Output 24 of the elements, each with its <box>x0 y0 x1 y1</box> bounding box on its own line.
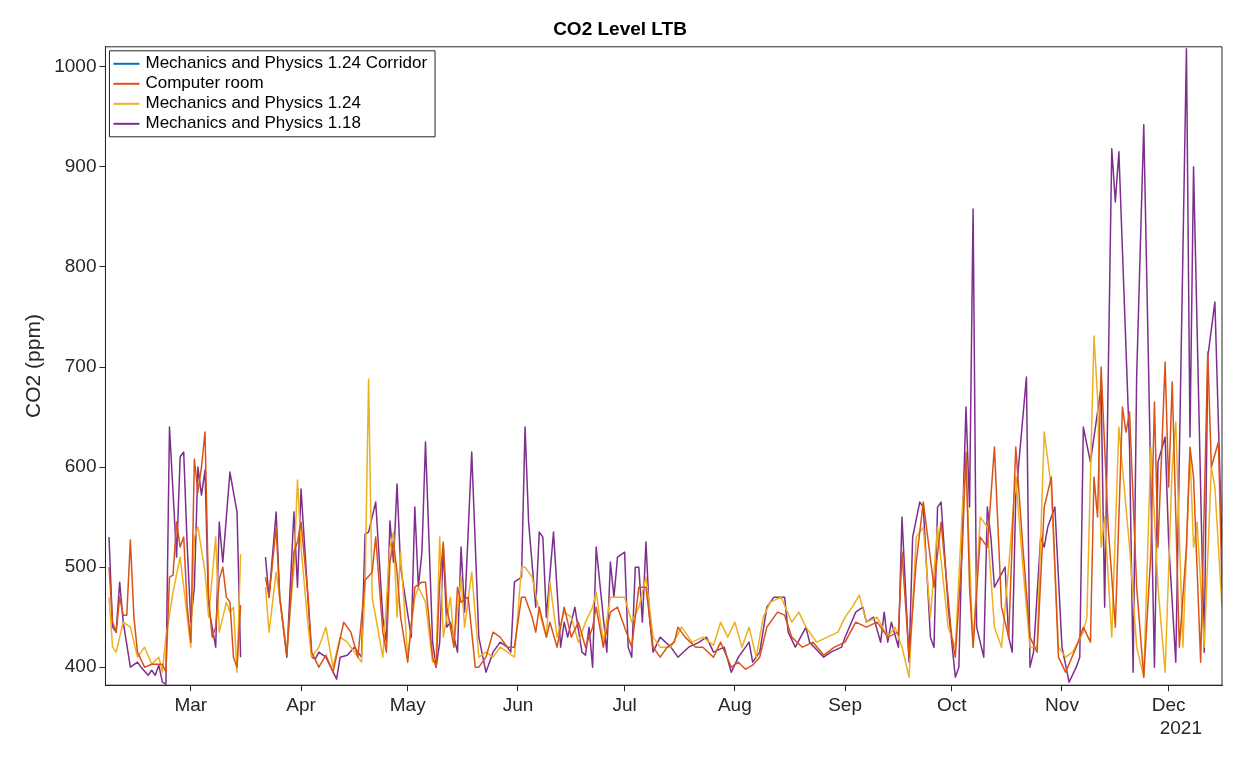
y-tick-label: 700 <box>64 355 97 377</box>
legend-label: Mechanics and Physics 1.24 <box>145 93 361 113</box>
x-tick-label: May <box>389 693 427 715</box>
x-tick-label: Aug <box>717 693 752 715</box>
legend-label: Computer room <box>145 73 264 93</box>
x-tick-label: Sep <box>828 693 862 715</box>
y-tick-label: 1000 <box>54 55 97 77</box>
x-tick-label: Jun <box>502 693 534 715</box>
y-tick-label: 900 <box>64 155 97 177</box>
x-tick-label: Jul <box>612 693 637 715</box>
x-tick-label: Nov <box>1045 693 1080 715</box>
x-tick-label: Dec <box>1151 693 1186 715</box>
y-tick-label: 800 <box>64 255 97 277</box>
x-tick-label: Apr <box>286 693 317 715</box>
legend-label: Mechanics and Physics 1.18 <box>145 113 361 133</box>
chart-title: CO2 Level LTB <box>553 17 687 39</box>
legend-label: Mechanics and Physics 1.24 Corridor <box>145 53 428 73</box>
text: 2021 <box>1159 716 1202 738</box>
y-tick-label: 500 <box>64 555 97 577</box>
y-tick-label: 400 <box>64 655 97 677</box>
y-axis-title: CO2 (ppm) <box>21 314 45 418</box>
x-tick-label: Oct <box>936 693 968 715</box>
y-tick-label: 600 <box>64 455 97 477</box>
x-tick-label: Mar <box>174 693 208 715</box>
